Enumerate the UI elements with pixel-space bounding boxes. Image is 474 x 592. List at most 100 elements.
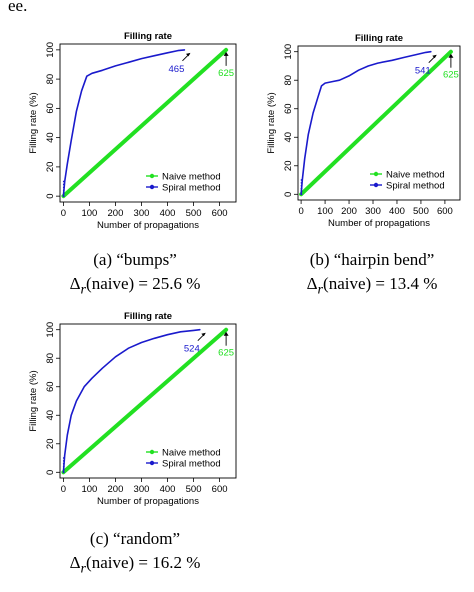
delta-sub: r xyxy=(80,560,87,577)
x-tick-label: 500 xyxy=(186,208,202,219)
spiral-point xyxy=(62,183,65,186)
annotation-arrowhead xyxy=(432,54,437,59)
spiral-point xyxy=(62,186,65,189)
annotation-arrowhead xyxy=(223,51,229,56)
annotation-label-spiral: 524 xyxy=(184,344,200,355)
x-tick-label: 400 xyxy=(160,484,176,495)
y-axis-label: Filling rate (%) xyxy=(28,92,39,153)
annotation-label-spiral: 465 xyxy=(169,64,185,75)
caption-delta-bumps: Δr(naive) = 25.6 % xyxy=(30,272,240,301)
y-tick-label: 60 xyxy=(45,103,56,114)
chart-random: Filling rate 0 100 200 300 400 500 600 0 20 40 60 80… xyxy=(20,308,252,524)
series-line-spiral-method xyxy=(62,49,186,197)
x-tick-label: 300 xyxy=(365,206,381,217)
spiral-point xyxy=(300,187,303,190)
spiral-point xyxy=(62,189,65,192)
delta-sub: r xyxy=(80,281,87,298)
x-axis-label: Number of propagations xyxy=(328,218,430,229)
caption-random: (c) “random” Δr(naive) = 16.2 % xyxy=(30,527,240,580)
x-tick-label: 500 xyxy=(186,484,202,495)
legend-marker xyxy=(373,171,379,177)
x-tick-label: 400 xyxy=(160,208,176,219)
x-axis-label: Number of propagations xyxy=(97,220,199,231)
x-tick-label: 600 xyxy=(437,206,453,217)
spiral-point xyxy=(62,180,65,183)
legend-entry: Spiral method xyxy=(162,458,221,469)
caption-hairpin-bend: (b) “hairpin bend” Δr(naive) = 13.4 % xyxy=(272,248,472,301)
legend-marker xyxy=(373,182,379,188)
legend-entry: Spiral method xyxy=(162,182,221,193)
series-line-spiral-method xyxy=(300,50,432,196)
x-tick-label: 100 xyxy=(81,208,97,219)
annotation-arrowhead xyxy=(185,52,191,57)
legend-marker xyxy=(149,449,155,455)
chart-random-svg: Filling rate 0 100 200 300 400 500 600 0 20 40 60 80… xyxy=(28,311,237,507)
x-tick-label: 100 xyxy=(317,206,333,217)
caption-title-hairpin-bend: (b) “hairpin bend” xyxy=(309,250,435,269)
y-tick-label: 100 xyxy=(283,44,294,60)
y-tick-label: 100 xyxy=(45,322,56,338)
x-tick-label: 0 xyxy=(61,484,66,495)
annotation-label-naive: 625 xyxy=(443,70,459,81)
delta-symbol: Δ xyxy=(69,274,81,293)
y-tick-label: 60 xyxy=(283,103,294,114)
series-line-naive-method xyxy=(299,49,453,197)
series-line-naive-method xyxy=(61,327,229,475)
legend-entry: Naive method xyxy=(162,447,221,458)
spiral-point xyxy=(300,181,303,184)
y-tick-label: 20 xyxy=(45,162,56,173)
x-tick-label: 0 xyxy=(298,206,303,217)
x-tick-label: 0 xyxy=(61,208,66,219)
plot-frame xyxy=(59,323,237,479)
x-tick-label: 100 xyxy=(81,484,97,495)
spiral-point xyxy=(300,179,303,181)
spiral-point xyxy=(62,462,65,465)
y-tick-label: 80 xyxy=(45,74,56,85)
spiral-point xyxy=(62,192,65,195)
spiral-point xyxy=(62,459,65,462)
caption-title-bumps: (a) “bumps” xyxy=(93,250,177,269)
annotation-label-naive: 625 xyxy=(218,348,234,359)
legend-marker xyxy=(149,173,155,179)
y-tick-label: 20 xyxy=(45,438,56,449)
series-line-spiral-method xyxy=(62,328,201,474)
chart-bumps: Filling rate 0 100 200 300 400 500 600 0 20 40 60 80… xyxy=(20,26,252,246)
delta-symbol: Δ xyxy=(69,553,81,572)
delta-value: (naive) = 25.6 % xyxy=(86,274,201,293)
plot-frame xyxy=(297,45,461,201)
x-tick-label: 200 xyxy=(108,484,124,495)
x-tick-label: 200 xyxy=(108,208,124,219)
x-tick-label: 400 xyxy=(389,206,405,217)
series-line-naive-method xyxy=(61,47,229,199)
y-tick-label: 40 xyxy=(45,410,56,421)
chart-bumps-svg: Filling rate 0 100 200 300 400 500 600 0 20 40 60 80… xyxy=(28,31,237,231)
plot-frame xyxy=(59,43,237,203)
spiral-point xyxy=(300,193,303,196)
delta-value: (naive) = 13.4 % xyxy=(323,274,438,293)
y-tick-label: 100 xyxy=(45,42,56,58)
delta-value: (naive) = 16.2 % xyxy=(86,553,201,572)
y-tick-label: 0 xyxy=(45,470,56,475)
y-axis-label: Filling rate (%) xyxy=(28,370,39,431)
annotation-label-spiral: 541 xyxy=(415,66,431,77)
x-tick-label: 600 xyxy=(212,208,228,219)
annotation-label-naive: 625 xyxy=(218,68,234,79)
caption-delta-hairpin-bend: Δr(naive) = 13.4 % xyxy=(272,272,472,301)
spiral-point xyxy=(62,471,65,474)
legend-marker xyxy=(149,184,155,190)
spiral-point xyxy=(300,184,303,187)
y-tick-label: 80 xyxy=(283,75,294,86)
legend-marker xyxy=(149,460,155,466)
y-tick-label: 40 xyxy=(283,132,294,143)
spiral-point xyxy=(62,468,65,471)
annotation-arrowhead xyxy=(201,332,206,337)
y-tick-label: 0 xyxy=(45,193,56,198)
chart-hairpin-bend-svg: Filling rate 0 100 200 300 400 500 600 0 20 40 60 80… xyxy=(266,33,461,229)
legend-entry: Spiral method xyxy=(386,180,445,191)
legend-entry: Naive method xyxy=(162,171,221,182)
spiral-point xyxy=(62,465,65,468)
y-tick-label: 40 xyxy=(45,132,56,143)
y-tick-label: 20 xyxy=(283,160,294,171)
x-tick-label: 500 xyxy=(413,206,429,217)
delta-symbol: Δ xyxy=(306,274,318,293)
